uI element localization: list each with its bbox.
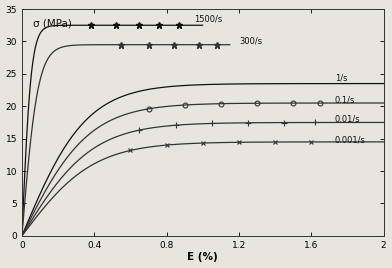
X-axis label: E (%): E (%) — [187, 252, 218, 262]
Text: 0.001/s: 0.001/s — [335, 135, 366, 144]
Text: σ (MPa): σ (MPa) — [33, 19, 72, 29]
Text: 1/s: 1/s — [335, 74, 347, 83]
Text: 1500/s: 1500/s — [194, 14, 222, 23]
Text: 0.1/s: 0.1/s — [335, 95, 355, 104]
Text: 0.01/s: 0.01/s — [335, 115, 360, 124]
Text: 300/s: 300/s — [239, 37, 262, 46]
